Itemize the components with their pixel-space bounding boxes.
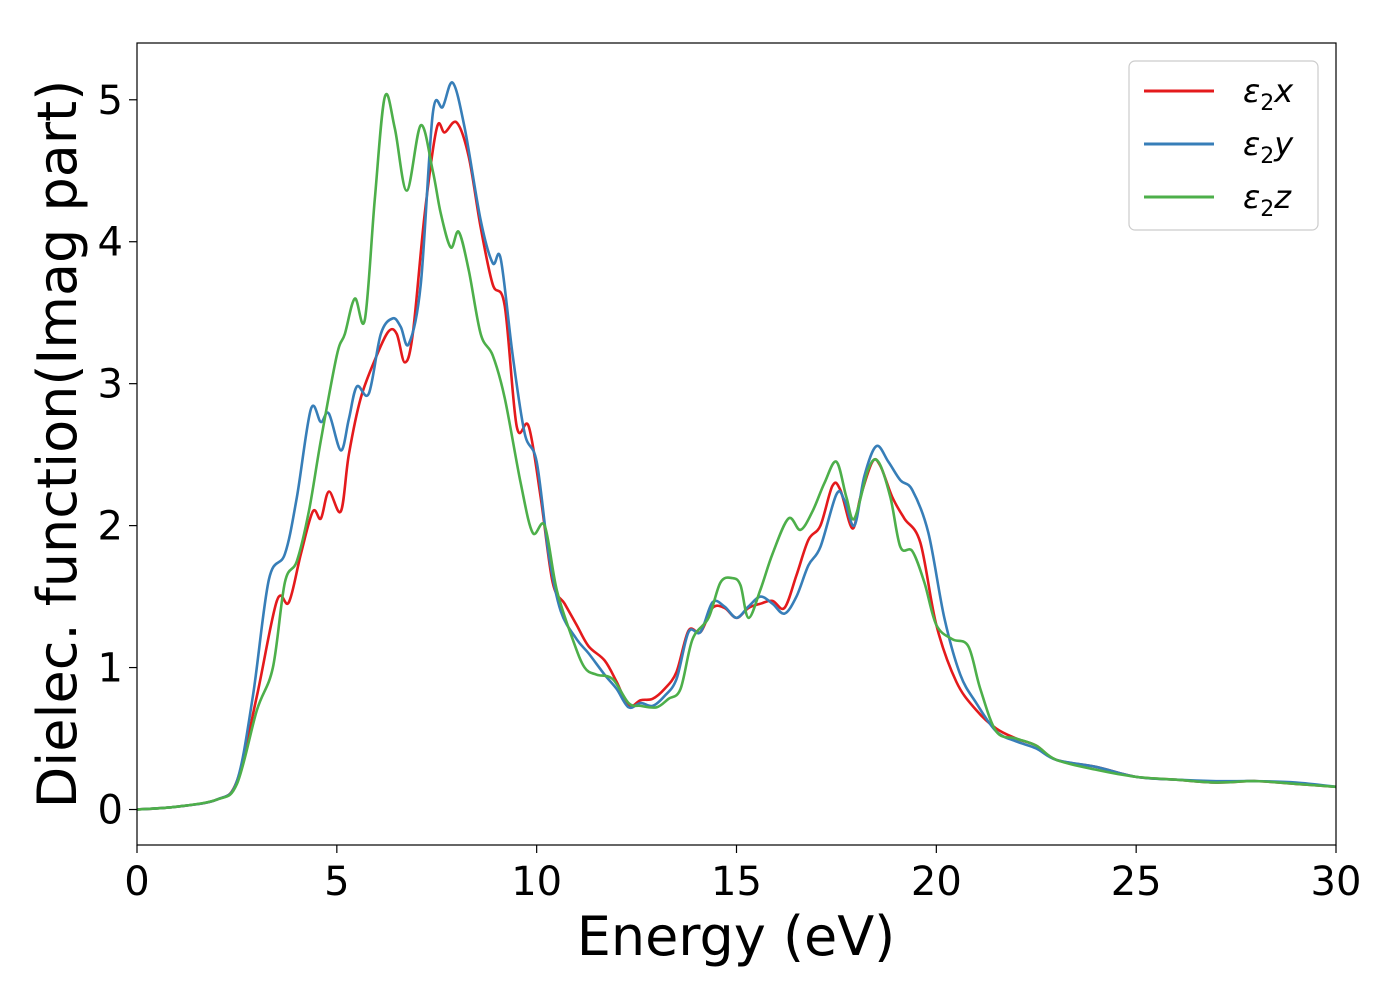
x-axis-title: Energy (eV) [577,905,896,968]
y-tick-label: 4 [98,220,123,266]
x-tick-label: 25 [1111,859,1162,905]
x-tick-label: 15 [711,859,762,905]
legend-box [1128,60,1319,231]
y-tick-label: 2 [98,504,123,550]
series-layer [137,81,1336,811]
series-line-z [137,92,1336,811]
y-tick-label: 3 [98,362,123,408]
legend: ε2x ε2y ε2z [1128,60,1319,231]
x-axis: 0 5 10 15 20 25 30 [124,845,1361,905]
x-tick-label: 0 [124,859,149,905]
x-tick-label: 30 [1311,859,1362,905]
y-tick-label: 1 [98,646,123,692]
y-axis-title: Dielec. function(Imag part) [26,80,89,809]
x-tick-label: 20 [911,859,962,905]
x-tick-label: 5 [324,859,349,905]
y-tick-label: 5 [98,78,123,124]
y-tick-label: 0 [98,788,123,834]
y-axis: 0 1 2 3 4 5 [98,78,137,834]
legend-label-e2y: ε2y [1243,125,1294,169]
legend-label-e2x: ε2x [1243,72,1294,116]
legend-label-e2z: ε2z [1243,178,1292,222]
x-tick-label: 10 [511,859,562,905]
